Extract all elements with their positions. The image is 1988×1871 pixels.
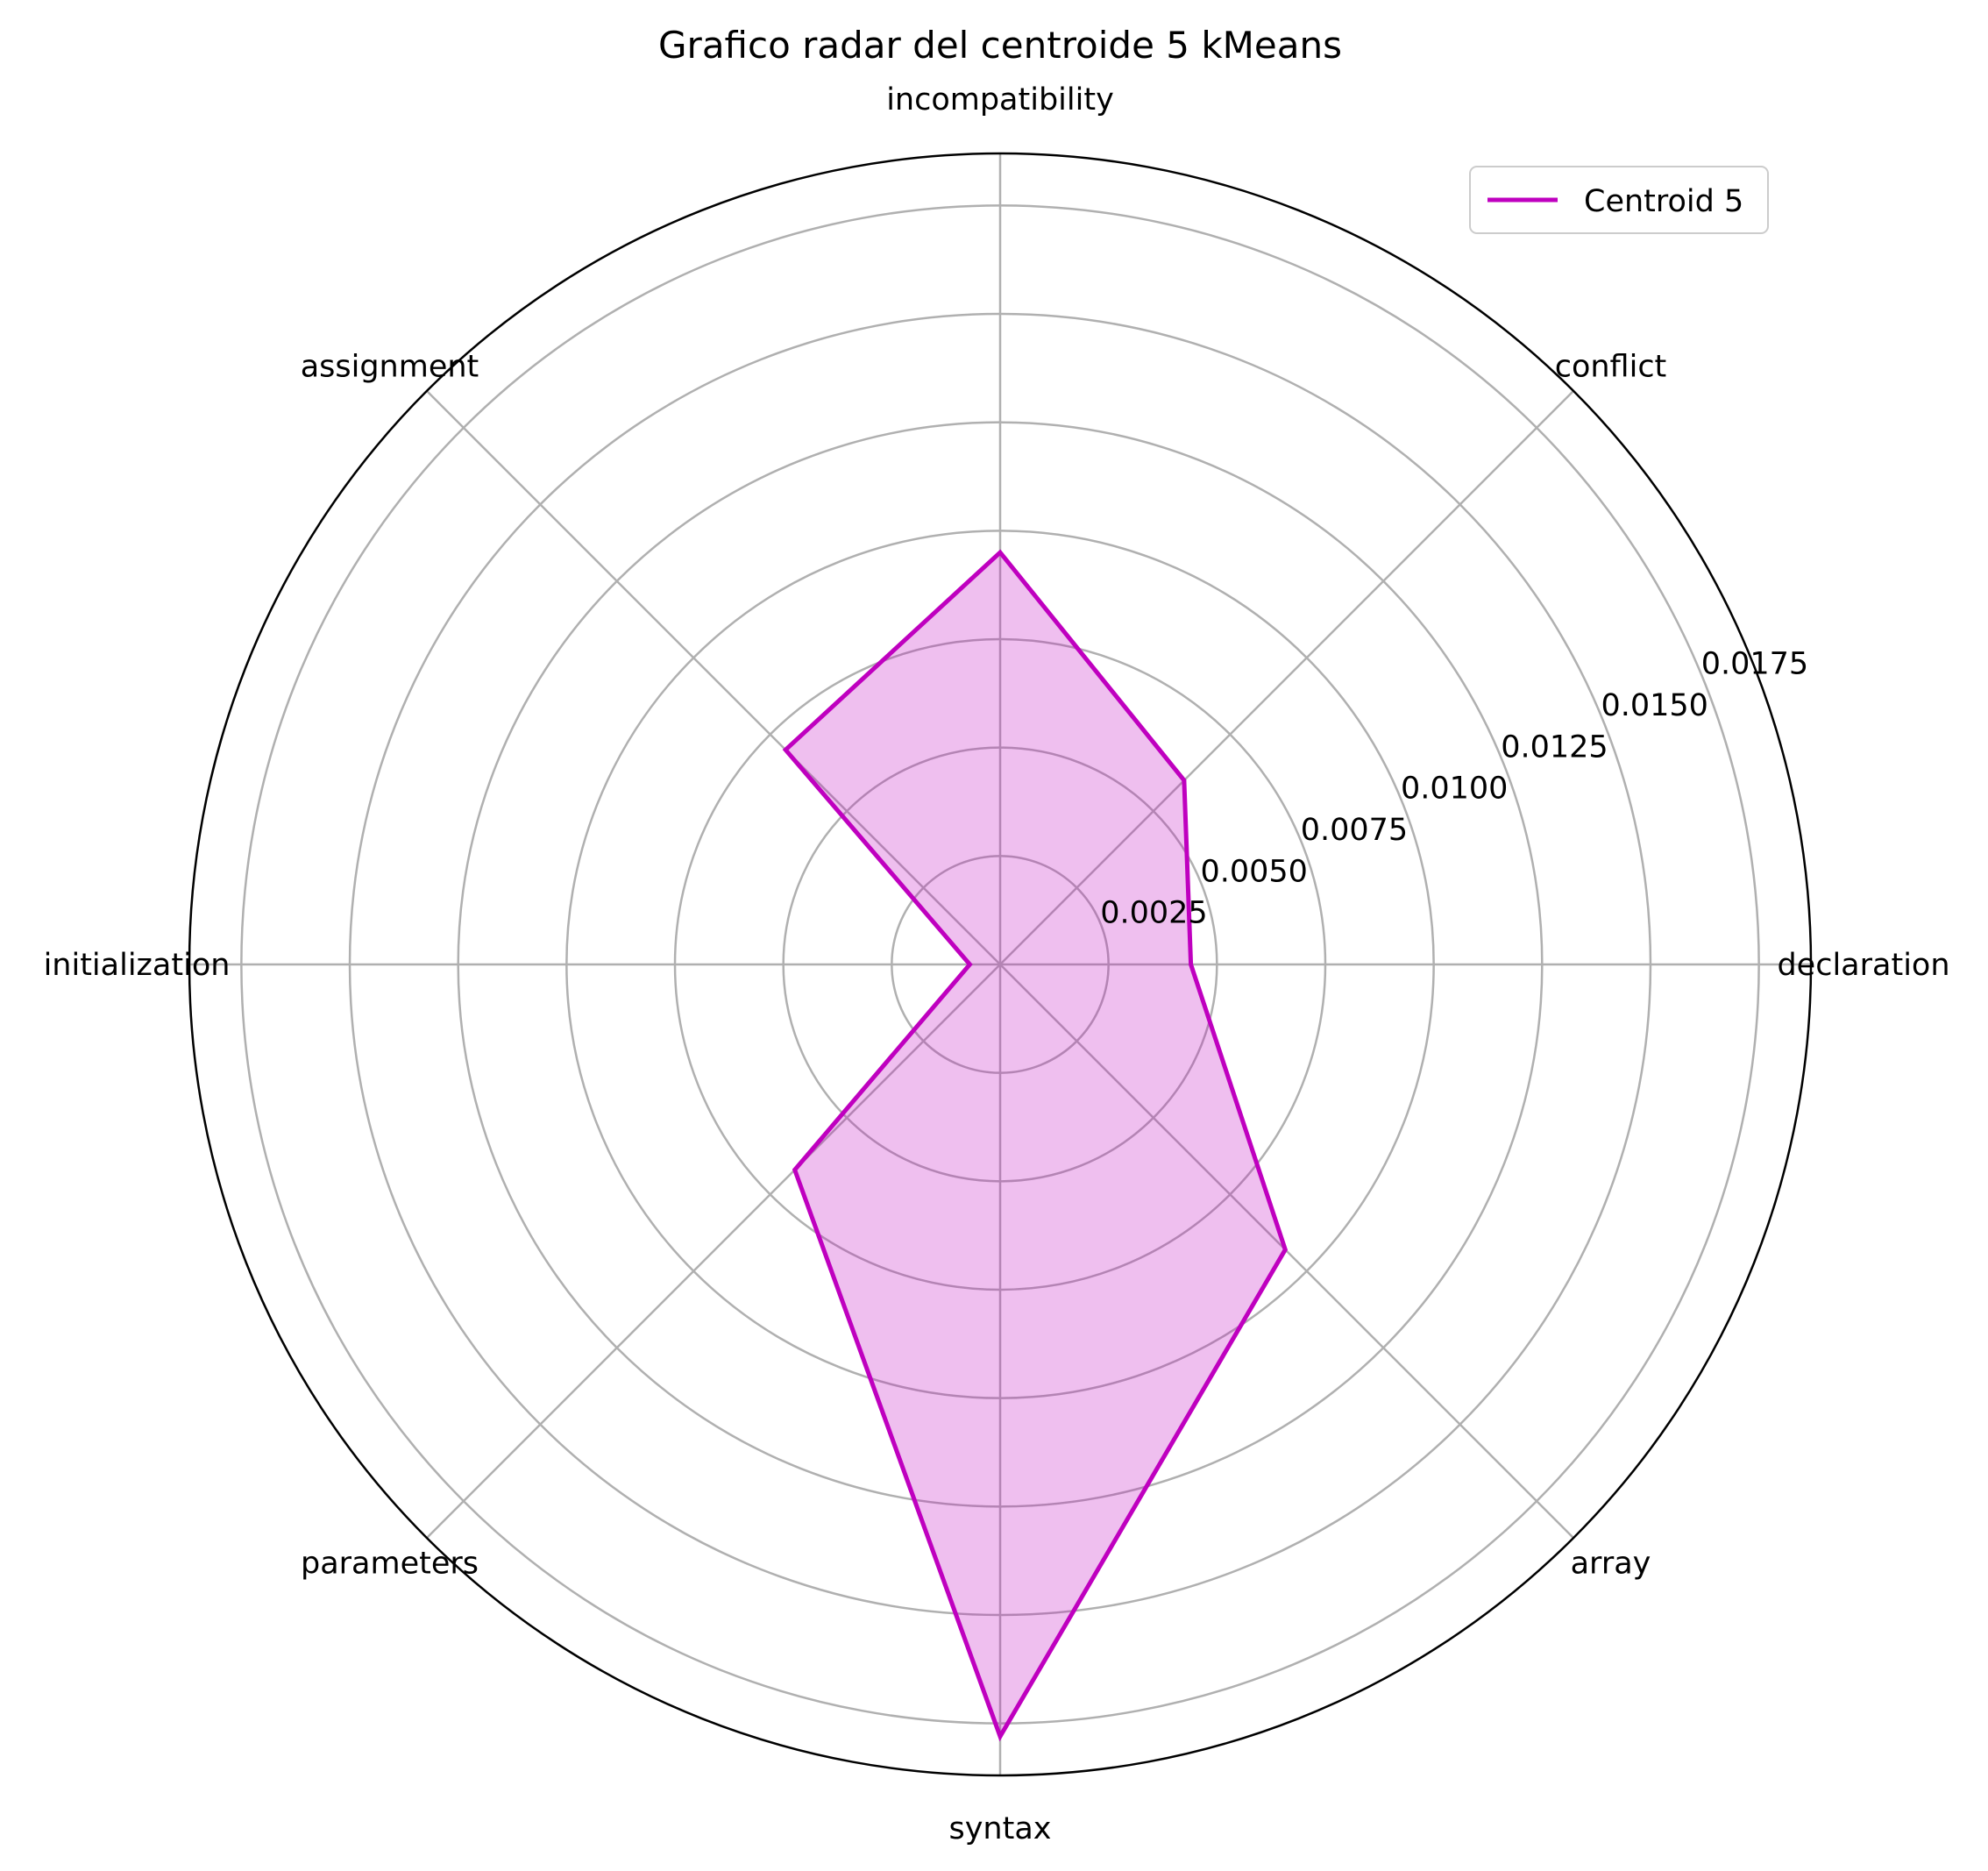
radar-series — [785, 552, 1285, 1737]
radial-tick-label: 0.0050 — [1200, 854, 1307, 889]
category-label: initialization — [44, 948, 231, 983]
category-label: parameters — [301, 1546, 479, 1581]
radial-tick-label: 0.0075 — [1301, 813, 1408, 848]
category-label: syntax — [948, 1811, 1051, 1846]
category-label: declaration — [1777, 948, 1949, 983]
radial-tick-label: 0.0125 — [1501, 729, 1608, 765]
series-area — [785, 552, 1285, 1736]
category-label: incompatibility — [886, 82, 1114, 117]
radial-tick-label: 0.0150 — [1601, 688, 1708, 723]
radial-tick-label: 0.0175 — [1701, 647, 1808, 682]
category-label: array — [1571, 1546, 1651, 1581]
legend: Centroid 5 — [1470, 167, 1768, 233]
radial-tick-label: 0.0025 — [1100, 896, 1207, 931]
radial-tick-label: 0.0100 — [1401, 772, 1508, 807]
legend-label: Centroid 5 — [1584, 184, 1743, 219]
chart-title: Grafico radar del centroide 5 kMeans — [658, 24, 1342, 67]
category-label: conflict — [1555, 350, 1667, 385]
category-label: assignment — [301, 350, 479, 385]
